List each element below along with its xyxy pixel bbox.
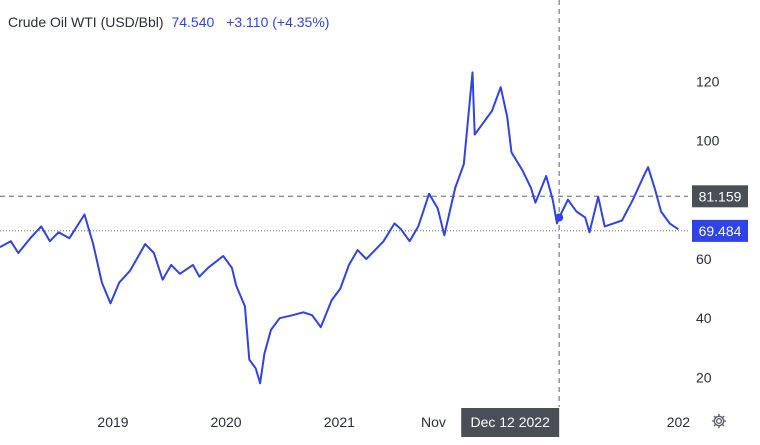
crosshair-date-label: Dec 12 2022: [470, 414, 550, 430]
crosshair-y-label: 81.159: [699, 188, 742, 204]
series-line: [0, 71, 679, 385]
x-tick-label: 2020: [210, 414, 241, 430]
last-value-label: 69.484: [699, 223, 742, 239]
price-series: [0, 71, 679, 385]
last-value-badge: [692, 219, 748, 242]
x-tick-label: 2019: [97, 414, 128, 430]
price-change: +3.110 (+4.35%): [226, 14, 330, 30]
y-axis: 20 40 60 100 120: [696, 73, 720, 385]
y-tick-label: 60: [696, 251, 712, 267]
instrument-title: Crude Oil WTI (USD/Bbl): [8, 14, 164, 30]
x-tick-label: 2021: [324, 414, 355, 430]
crosshair-date-badge: [461, 408, 560, 437]
current-price: 74.540: [171, 14, 215, 30]
y-tick-label: 40: [696, 310, 712, 326]
crosshair: [0, 0, 688, 407]
x-tick-label: Nov: [421, 414, 446, 430]
x-tick-label: 202: [667, 414, 691, 430]
y-tick-label: 20: [696, 369, 712, 385]
x-axis: 2019 2020 2021 Nov 202: [97, 414, 690, 430]
crosshair-point: [555, 213, 564, 222]
gear-icon[interactable]: [710, 412, 728, 430]
crosshair-y-badge: [692, 185, 748, 208]
chart-header: Crude Oil WTI (USD/Bbl) 74.540 +3.110 (+…: [8, 14, 329, 30]
price-badges: 81.159 69.484 Dec 12 2022: [461, 185, 748, 437]
y-tick-label: 100: [696, 133, 720, 149]
y-tick-label: 120: [696, 73, 720, 89]
